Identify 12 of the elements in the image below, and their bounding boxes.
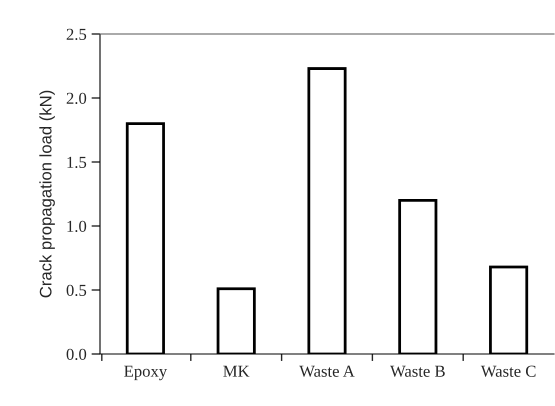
x-tick-label: Waste B	[390, 366, 445, 377]
y-axis-title: Crack propagation load (kN)	[39, 90, 55, 298]
x-tick-label: Epoxy	[124, 366, 168, 380]
y-tick-label: 1.0	[67, 220, 86, 232]
y-tick-label: 0.0	[66, 348, 86, 360]
y-tick-label: 2.0	[66, 92, 86, 104]
x-tick-label: MK	[223, 366, 250, 377]
x-tick-label: Waste C	[480, 366, 536, 377]
y-tick-label: 1.5	[67, 156, 86, 168]
y-tick-label: 0.5	[66, 284, 86, 296]
x-tick-label: Waste A	[299, 366, 355, 377]
y-tick-label: 2.5	[66, 28, 86, 40]
